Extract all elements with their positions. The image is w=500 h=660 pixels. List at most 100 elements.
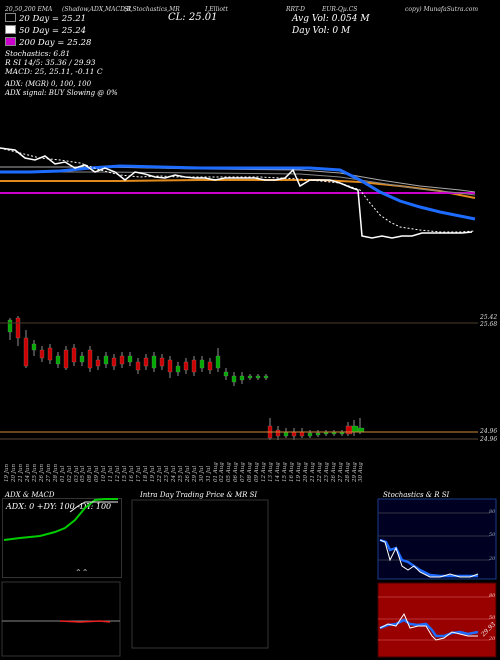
candle-body [79,355,85,363]
day-vol-label: Day Vol: 0 M [292,26,351,36]
header-title-3: SI,Stochastics,MR [124,6,180,13]
ema-lines [0,147,476,239]
legend-label-ema200: 200 Day = 25.28 [19,38,92,48]
price-label-upper-1: 25.42 [480,314,498,321]
candle-body [291,431,297,437]
date-tick-label: 29 Aug [351,462,358,482]
orange-line [0,179,476,199]
header-title-2: (Shadow,ADX,MACD,R [62,6,132,13]
stochastics-panel [377,498,497,580]
date-axis: 19 Jun 20 Jun 21 Jun 24 Jun 25 Jun 26 Jun 27 J… [0,448,480,488]
rsi-white-line [379,612,478,641]
date-tick-label: 26 Jul [184,465,191,482]
candle-body [255,375,261,379]
candle-body [275,429,281,437]
candle-body [283,431,289,437]
blue-line [0,164,476,221]
adx-panel-readout: ADX: 0 +DY: 100 -DY: 100 [6,502,112,511]
date-tick-label: 29 Jul [191,465,198,482]
legend-swatch-ema50 [5,25,16,34]
candle-body [357,427,365,433]
candle-body [299,431,305,437]
candle-body [39,349,45,359]
candle-body [135,361,141,371]
stoch-tick-50: 50 [489,532,496,538]
date-tick-label: 24 Jul [170,465,177,482]
date-tick-label: 26 Jun [38,463,45,482]
date-tick-label: 03 Jul [73,465,80,482]
date-tick-label: 21 Jun [17,463,24,482]
date-tick-label: 08 Jul [87,465,94,482]
rsi-tick-20: 20 [489,636,496,642]
candle-body [87,349,93,369]
date-tick-label: 27 Aug [337,462,344,482]
date-tick-label: 23 Aug [323,462,330,482]
date-tick-label: 05 Jul [80,465,87,482]
candle-body [151,355,157,369]
stoch-blue-line [379,538,478,578]
candle-body [207,361,213,371]
rsi-tick-50: 50 [489,615,496,621]
rsi-tick-80: 80 [489,593,496,599]
candle-body [183,361,189,371]
candle-body [231,375,237,383]
date-tick-label: 30 Aug [358,462,365,482]
macd-red-line [59,620,111,623]
candle-body [247,375,253,379]
date-tick-label: 05 Aug [226,462,233,482]
candle-body [127,355,133,363]
candle-body [239,375,245,381]
date-tick-label: 23 Jul [163,465,170,482]
date-tick-label: 16 Aug [288,462,295,482]
date-tick-label: 01 Aug [212,462,219,482]
adx-macd-panel-title: ADX & MACD [5,491,55,499]
date-tick-label: 02 Jul [66,465,73,482]
date-tick-label: 12 Jul [115,465,122,482]
candle-body [103,355,109,365]
candle-body [95,359,101,367]
date-tick-label: 28 Aug [344,462,351,482]
date-tick-label: 02 Aug [219,462,226,482]
rsi-panel [377,582,497,658]
date-tick-label: 07 Aug [240,462,247,482]
candle-body [159,357,165,367]
band-lower [0,171,476,196]
macd-panel [1,581,121,657]
candle-body [315,432,321,436]
candle-body [119,355,125,365]
candles-lower [267,418,365,440]
header-title-5: RRT-D [286,6,305,13]
legend-swatch-ema20 [5,13,16,22]
date-tick-label: 20 Jun [10,463,17,482]
intraday-panel [131,499,269,649]
candle-body [15,317,21,339]
date-tick-label: 21 Aug [309,462,316,482]
date-tick-label: 01 Jul [59,465,66,482]
date-tick-label: 09 Aug [254,462,261,482]
date-tick-label: 27 Jun [45,463,52,482]
date-tick-label: 25 Jul [177,465,184,482]
date-tick-label: 15 Aug [282,462,288,482]
date-tick-label: 28 Jun [52,463,59,482]
header-title-4: I,Elliott [205,6,228,13]
date-tick-label: 22 Aug [316,462,323,482]
candle-body [23,337,29,367]
date-tick-label: 19 Aug [295,462,302,482]
legend-label-ema50: 50 Day = 25.24 [19,26,87,36]
candle-body [345,425,353,435]
date-tick-label: 25 Jun [31,463,38,482]
close-label: CL: 25.01 [168,12,218,23]
stoch-tick-20: 20 [489,556,496,562]
candle-body [111,357,117,367]
price-label-upper-2: 25.68 [480,321,498,328]
stoch-tick-80: 80 [489,509,496,515]
candle-body [263,375,269,379]
candle-body [199,359,205,369]
candle-body [175,365,181,373]
legend-label-ema20: 20 Day = 25.21 [19,14,87,24]
candle-body [47,347,53,361]
date-tick-label: 09 Jul [94,465,101,482]
date-tick-label: 31 Jul [205,465,212,482]
candle-body [63,349,69,369]
date-tick-label: 15 Jul [122,465,129,482]
